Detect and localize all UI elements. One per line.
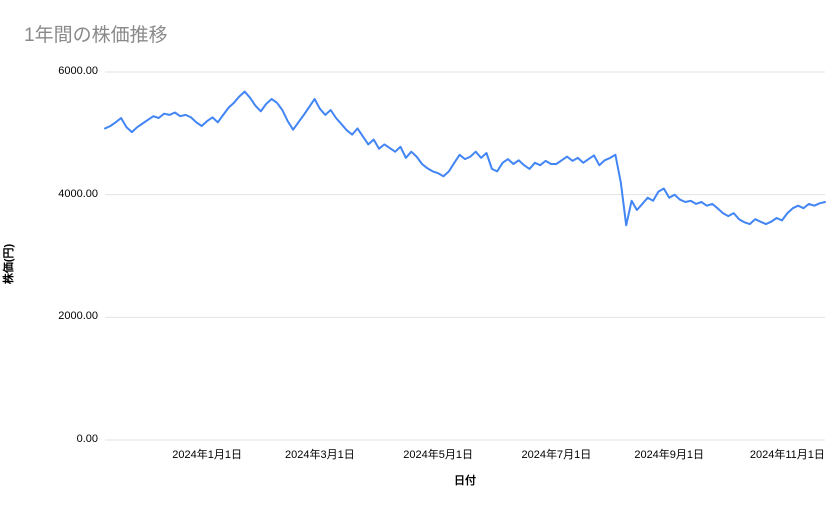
y-tick-label: 4000.00 [58, 187, 98, 200]
price-line-series[interactable] [104, 90, 826, 227]
y-tick-label: 0.00 [76, 433, 98, 445]
x-tick-label: 2024年5月1日 [403, 449, 473, 461]
x-axis-title: 日付 [454, 475, 476, 487]
y-axis-title: 株価(円) [3, 243, 15, 285]
x-tick-label: 2024年1月1日 [172, 449, 242, 461]
y-tick-label: 2000.00 [58, 310, 98, 323]
line-chart-plot-area[interactable] [104, 71, 826, 441]
x-tick-label: 2024年7月1日 [521, 449, 592, 461]
x-tick-label: 2024年9月1日 [634, 449, 705, 461]
x-tick-label: 2024年11月1日 [749, 449, 825, 461]
x-tick-label: 2024年3月1日 [285, 449, 355, 461]
y-tick-label: 6000.00 [58, 65, 98, 77]
chart-title: 1年間の株価推移 [24, 25, 168, 46]
